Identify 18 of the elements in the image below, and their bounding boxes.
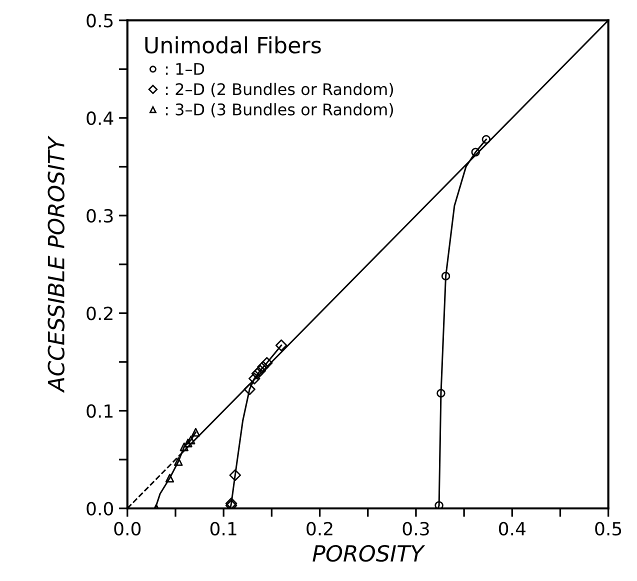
legend-label: : 3–D (3 Bundles or Random): [166, 103, 393, 118]
legend-label: : 2–D (2 Bundles or Random): [166, 82, 393, 98]
x-tick-label: 0.4: [498, 522, 526, 536]
x-tick-label: 0.2: [306, 522, 332, 536]
legend-label: : 1–D: [166, 63, 204, 75]
x-tick-label: 0.0: [114, 522, 141, 536]
y-tick-label: 0.1: [86, 404, 113, 418]
y-tick-label: 0.5: [86, 14, 113, 28]
x-tick-label: 0.3: [402, 522, 429, 536]
y-tick-label: 0.4: [86, 111, 114, 126]
legend-title: Unimodal Fibers: [145, 36, 321, 54]
x-tick-label: 0.5: [595, 522, 622, 536]
y-axis-title: ACCESSIBLE POROSITY: [48, 136, 65, 393]
x-axis-title: POROSITY: [312, 544, 426, 562]
x-tick-label: 0.1: [210, 522, 236, 536]
y-tick-label: 0.3: [86, 209, 113, 223]
y-tick-label: 0.2: [86, 306, 112, 320]
y-tick-label: 0.0: [86, 502, 114, 516]
